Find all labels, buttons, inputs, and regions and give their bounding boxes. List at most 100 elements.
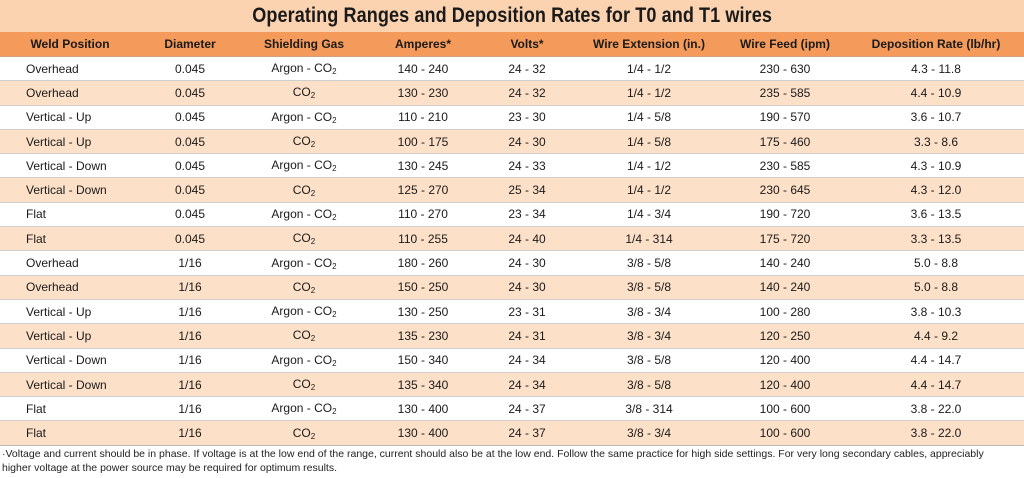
gas-subscript: 2: [310, 383, 316, 392]
diameter-cell: 1/16: [140, 396, 240, 422]
table-row: Overhead 1/16 Argon - CO2 180 - 260 24 - 30 3…: [0, 250, 1024, 276]
gas-label: CO: [292, 425, 311, 440]
deposition-rate-cell: 5.0 - 8.8: [848, 250, 1024, 276]
amperes-cell: 110 - 210: [368, 105, 478, 130]
shielding-gas-cell: Argon - CO2: [240, 348, 368, 373]
diameter-cell: 0.045: [140, 153, 240, 179]
wire-extension-cell: 3/8 - 3/4: [576, 323, 722, 349]
amperes-cell: 100 - 175: [368, 129, 478, 155]
wire-feed-cell: 230 - 645: [722, 177, 848, 203]
wire-feed-cell: 190 - 720: [722, 202, 848, 228]
shielding-gas-cell: CO2: [240, 129, 368, 155]
weld-position-cell: Flat: [0, 202, 140, 228]
amperes-cell: 130 - 245: [368, 153, 478, 179]
weld-position-cell: Overhead: [0, 80, 140, 106]
gas-label: CO: [292, 134, 311, 149]
volts-cell: 24 - 30: [478, 275, 576, 300]
wire-extension-cell: 1/4 - 1/2: [576, 177, 722, 203]
diameter-cell: 0.045: [140, 105, 240, 130]
wire-extension-cell: 3/8 - 5/8: [576, 275, 722, 300]
volts-cell: 24 - 32: [478, 80, 576, 106]
deposition-rate-cell: 4.3 - 12.0: [848, 177, 1024, 203]
column-header-wire-extension: Wire Extension (in.): [576, 32, 722, 57]
wire-feed-cell: 140 - 240: [722, 250, 848, 276]
amperes-cell: 130 - 400: [368, 396, 478, 422]
gas-subscript: 2: [332, 212, 337, 222]
gas-label: CO: [292, 182, 311, 197]
deposition-rate-cell: 4.4 - 14.7: [848, 372, 1024, 398]
diameter-cell: 0.045: [140, 129, 240, 155]
gas-label: Argon - CO: [271, 61, 333, 76]
gas-label: Argon - CO: [271, 109, 333, 124]
wire-extension-cell: 1/4 - 1/2: [576, 153, 722, 179]
gas-label: Argon - CO: [271, 352, 333, 367]
wire-feed-cell: 100 - 600: [722, 420, 848, 446]
diameter-cell: 1/16: [140, 250, 240, 276]
column-header-deposition-rate: Deposition Rate (lb/hr): [848, 32, 1024, 57]
diameter-cell: 0.045: [140, 56, 240, 82]
column-header-wire-feed: Wire Feed (ipm): [722, 32, 848, 57]
deposition-rate-cell: 4.4 - 14.7: [848, 348, 1024, 373]
gas-label: CO: [292, 279, 311, 294]
shielding-gas-cell: Argon - CO2: [240, 105, 368, 130]
weld-position-cell: Vertical - Down: [0, 153, 140, 179]
gas-label: CO: [292, 328, 311, 343]
wire-extension-cell: 3/8 - 5/8: [576, 372, 722, 398]
volts-cell: 24 - 30: [478, 129, 576, 155]
column-header-weld-position: Weld Position: [0, 32, 140, 57]
wire-extension-cell: 3/8 - 314: [576, 396, 722, 422]
gas-subscript: 2: [332, 164, 337, 174]
gas-subscript: 2: [310, 140, 316, 150]
volts-cell: 24 - 37: [478, 396, 576, 422]
shielding-gas-cell: Argon - CO2: [240, 56, 368, 82]
diameter-cell: 1/16: [140, 275, 240, 300]
table-row: Overhead 0.045 Argon - CO2 140 - 240 24 - 32…: [0, 56, 1024, 82]
table-row: Vertical - Down 0.045 CO2 125 - 270 25 - 34 1…: [0, 177, 1024, 203]
volts-cell: 24 - 34: [478, 372, 576, 398]
amperes-cell: 140 - 240: [368, 56, 478, 82]
table-row: Flat 0.045 Argon - CO2 110 - 270 23 - 34 1/4 …: [0, 202, 1024, 228]
shielding-gas-cell: CO2: [240, 323, 368, 349]
amperes-cell: 110 - 255: [368, 226, 478, 252]
footnote: ·Voltage and current should be in phase.…: [2, 447, 1020, 475]
weld-position-cell: Vertical - Down: [0, 177, 140, 203]
volts-cell: 24 - 34: [478, 348, 576, 373]
weld-position-cell: Overhead: [0, 56, 140, 82]
wire-feed-cell: 175 - 460: [722, 129, 848, 155]
wire-extension-cell: 1/4 - 1/2: [576, 56, 722, 82]
gas-subscript: 2: [332, 310, 337, 320]
footnote-line: higher voltage at the power source may b…: [2, 462, 338, 474]
deposition-rate-cell: 3.6 - 10.7: [848, 105, 1024, 130]
wire-feed-cell: 120 - 250: [722, 323, 848, 349]
deposition-rate-cell: 4.3 - 10.9: [848, 153, 1024, 179]
table-row: Flat 0.045 CO2 110 - 255 24 - 40 1/4 - 314 175…: [0, 226, 1024, 252]
deposition-rate-cell: 3.6 - 13.5: [848, 202, 1024, 228]
volts-cell: 23 - 31: [478, 299, 576, 325]
amperes-cell: 130 - 230: [368, 80, 478, 106]
wire-extension-cell: 3/8 - 5/8: [576, 348, 722, 373]
shielding-gas-cell: CO2: [240, 80, 368, 106]
gas-label: Argon - CO: [271, 304, 333, 319]
column-header-amperes: Amperes*: [368, 32, 478, 57]
table-row: Vertical - Down 1/16 Argon - CO2 150 - 340 2…: [0, 348, 1024, 373]
diameter-cell: 0.045: [140, 202, 240, 228]
gas-label: Argon - CO: [271, 401, 333, 416]
weld-position-cell: Vertical - Down: [0, 372, 140, 398]
shielding-gas-cell: CO2: [240, 420, 368, 446]
column-header-diameter: Diameter: [140, 32, 240, 57]
amperes-cell: 150 - 250: [368, 275, 478, 300]
deposition-rate-cell: 3.8 - 22.0: [848, 420, 1024, 446]
weld-position-cell: Flat: [0, 396, 140, 422]
diameter-cell: 0.045: [140, 226, 240, 252]
diameter-cell: 1/16: [140, 299, 240, 325]
header-row: Weld Position Diameter Shielding Gas Amp…: [0, 32, 1024, 57]
column-header-shielding-gas: Shielding Gas: [240, 32, 368, 57]
table-row: Vertical - Up 0.045 Argon - CO2 110 - 210 23…: [0, 105, 1024, 130]
volts-cell: 24 - 33: [478, 153, 576, 179]
wire-feed-cell: 230 - 630: [722, 56, 848, 82]
gas-label: Argon - CO: [271, 255, 333, 270]
deposition-rate-cell: 4.4 - 10.9: [848, 80, 1024, 106]
diameter-cell: 1/16: [140, 348, 240, 373]
operating-ranges-table: Weld Position Diameter Shielding Gas Amp…: [0, 32, 1024, 446]
